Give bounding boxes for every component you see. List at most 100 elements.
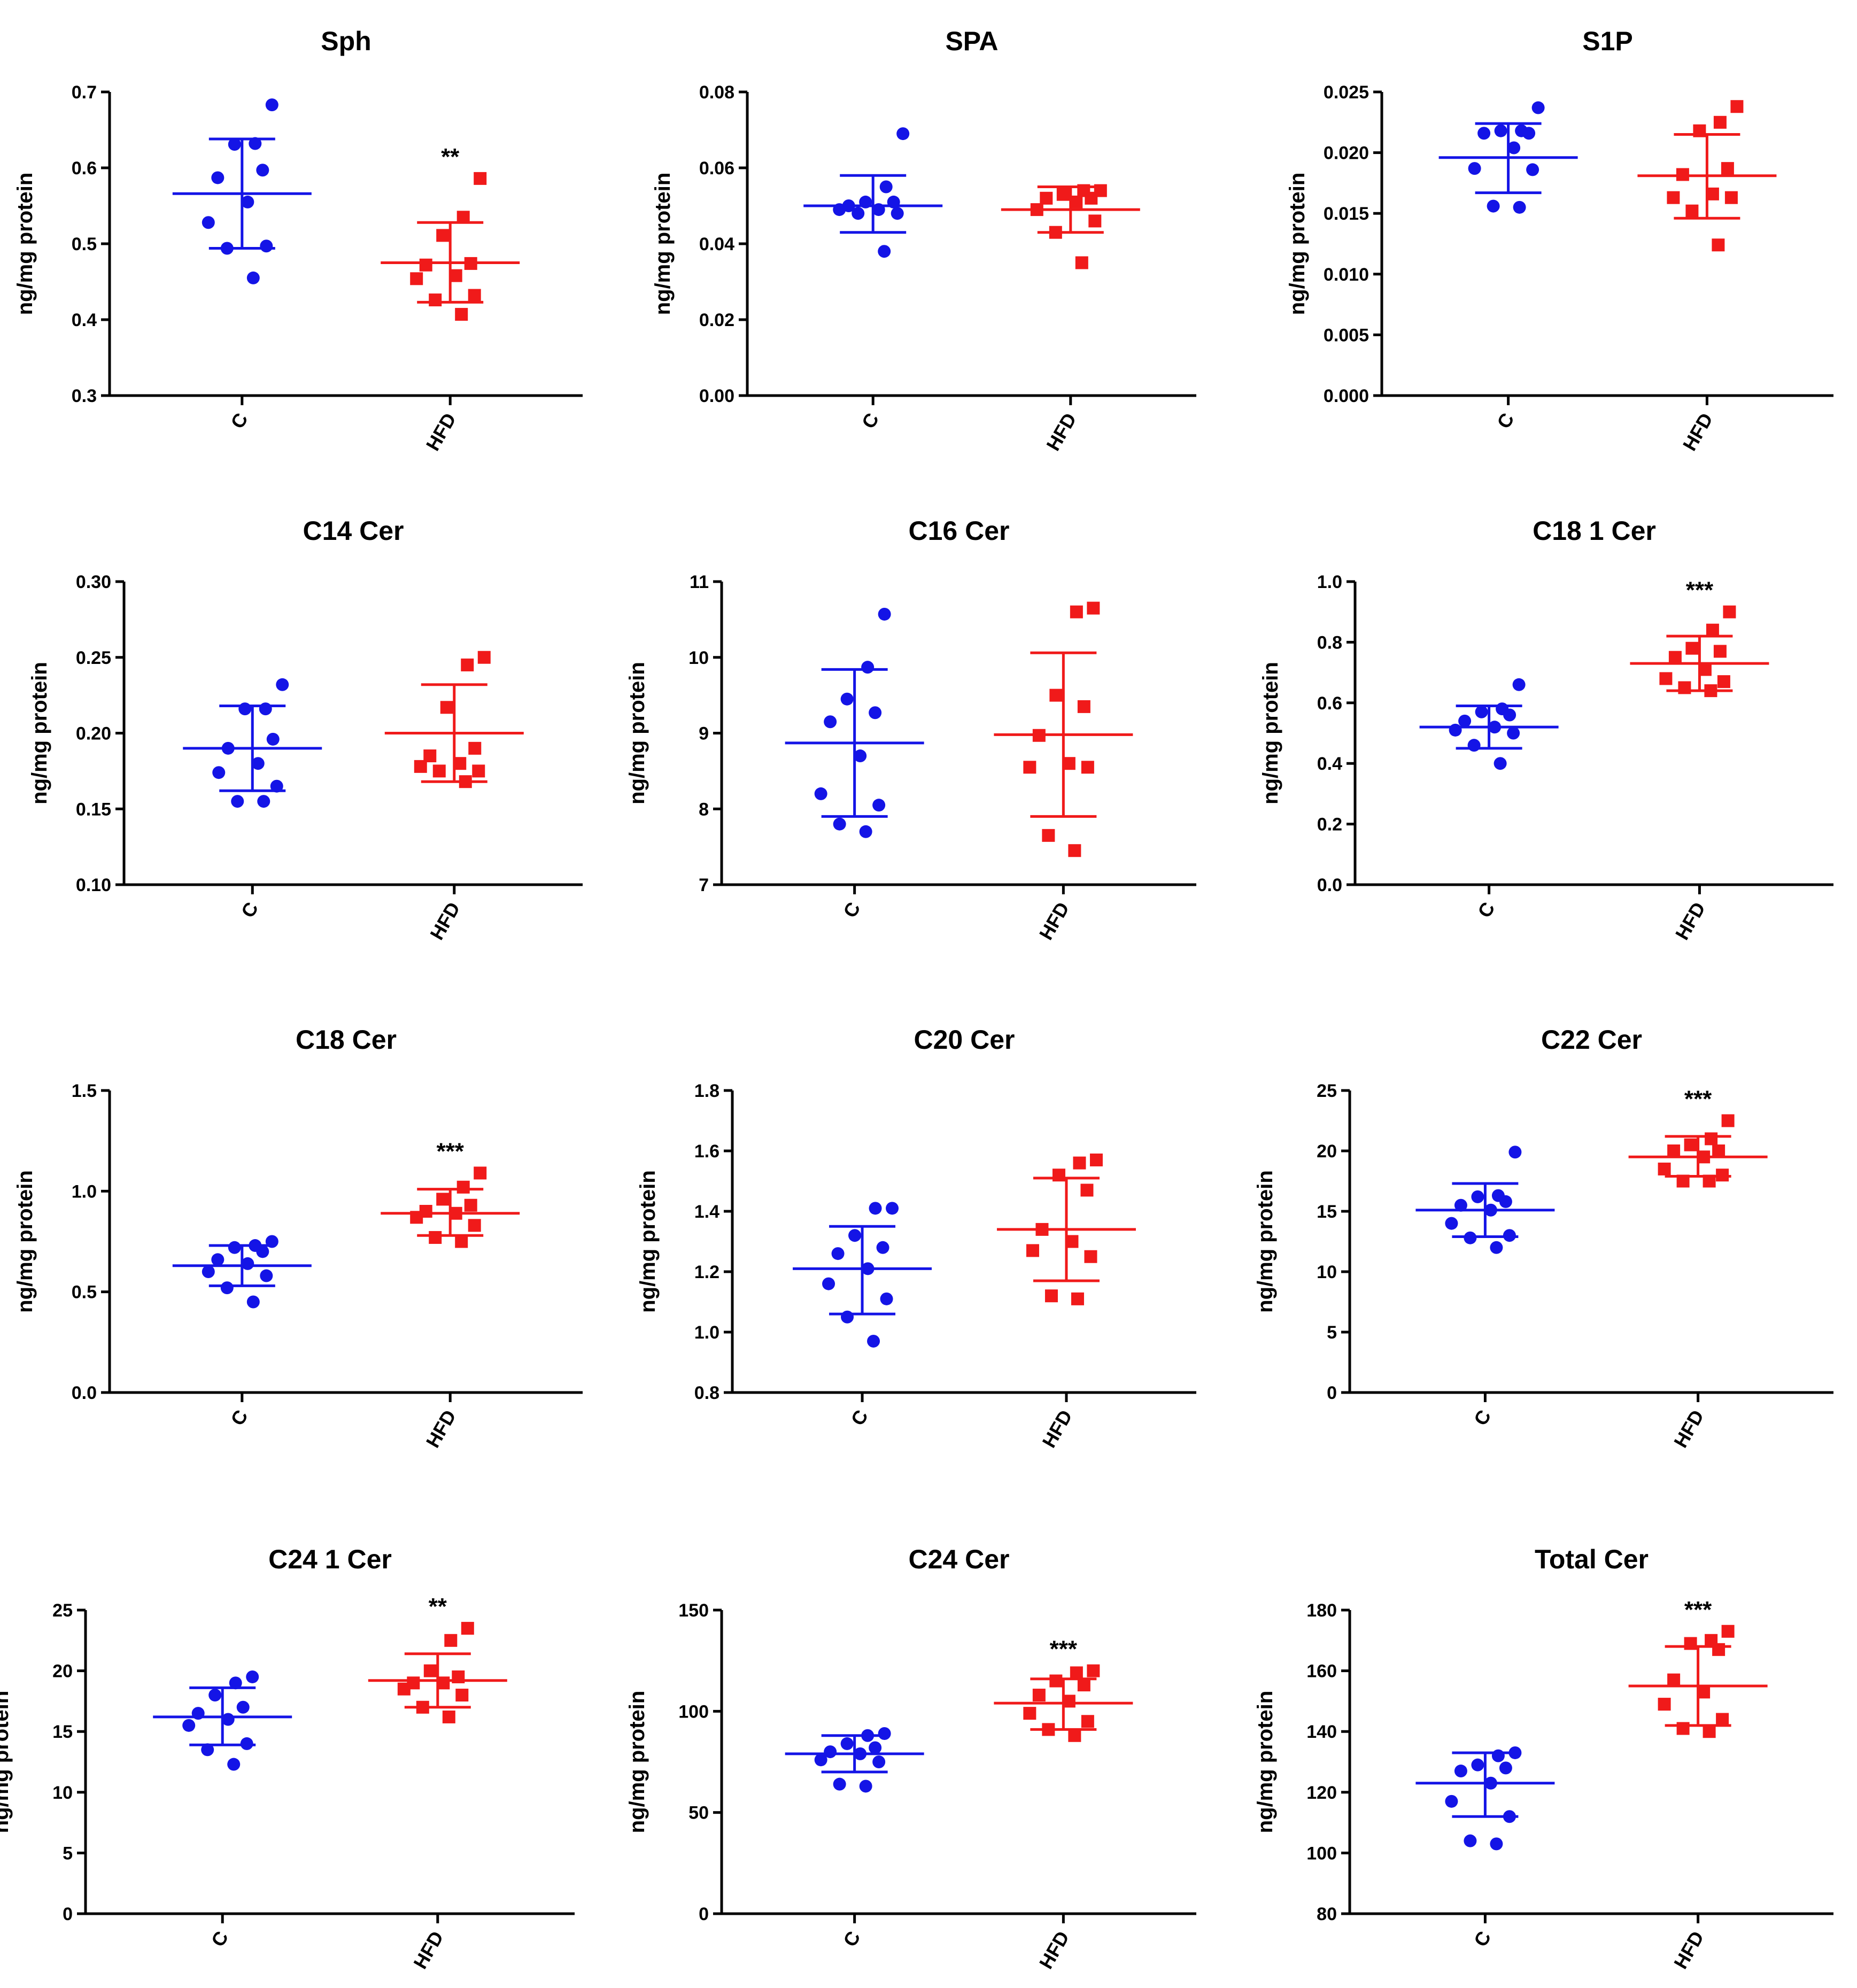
data-point [1503, 1810, 1516, 1823]
data-point [1081, 761, 1094, 774]
data-point [1705, 1132, 1718, 1146]
x-tick-label: HFD [422, 409, 461, 455]
y-tick-label: 0.6 [1317, 693, 1342, 714]
data-point [1088, 214, 1102, 228]
series-hfd [1628, 1625, 1768, 1738]
series-hfd [1628, 1114, 1768, 1188]
y-tick-label: 0.5 [72, 234, 97, 254]
data-point [822, 1277, 835, 1290]
x-tick-label: C [1469, 1928, 1496, 1951]
data-point [1023, 1707, 1036, 1720]
data-point [1062, 1695, 1075, 1708]
y-tick-label: 0.25 [76, 648, 111, 668]
data-point [1070, 1666, 1083, 1680]
y-axis-label: ng/mg protein [625, 662, 649, 805]
series-c [172, 98, 312, 284]
data-point [1044, 1289, 1058, 1303]
data-point [1087, 601, 1100, 615]
chart-title: S1P [1582, 26, 1633, 56]
series-c [1438, 101, 1578, 214]
x-tick-label: C [237, 899, 263, 922]
chart-title: Total Cer [1535, 1544, 1649, 1574]
data-point [1445, 1794, 1458, 1808]
series-hfd [1630, 605, 1769, 698]
data-point [869, 1202, 882, 1215]
y-axis-label: ng/mg protein [13, 1170, 37, 1313]
x-tick-label: HFD [1042, 409, 1081, 455]
data-point [246, 1295, 260, 1309]
series-c [785, 607, 924, 838]
data-point [477, 651, 491, 664]
data-point [1032, 1689, 1046, 1702]
y-tick-label: 140 [1306, 1722, 1337, 1742]
data-point [1712, 238, 1725, 252]
y-axis-label: ng/mg protein [636, 1170, 660, 1313]
data-point [468, 289, 481, 302]
data-point [1042, 829, 1055, 842]
x-tick-label: C [207, 1928, 233, 1951]
data-point [1464, 1231, 1477, 1244]
data-point [1475, 705, 1488, 718]
data-point [861, 661, 875, 674]
data-point [251, 757, 265, 770]
data-point [246, 271, 260, 284]
data-point [228, 1241, 241, 1254]
data-point [211, 171, 225, 184]
data-point [1075, 256, 1088, 269]
data-point [1089, 1153, 1103, 1166]
data-point [257, 795, 270, 808]
data-point [220, 1281, 234, 1295]
data-point [1531, 101, 1545, 114]
chart-title: C24 1 Cer [268, 1544, 392, 1574]
data-point [859, 825, 872, 838]
data-point [872, 799, 886, 812]
y-tick-label: 7 [699, 875, 709, 895]
data-point [1499, 1195, 1512, 1208]
data-point [440, 701, 453, 714]
y-tick-label: 1.4 [694, 1202, 719, 1222]
data-point [1713, 115, 1727, 129]
y-tick-label: 0.025 [1324, 82, 1369, 103]
data-point [1445, 1217, 1458, 1230]
data-point [1087, 1664, 1100, 1677]
y-tick-label: 20 [1317, 1141, 1337, 1162]
data-point [879, 180, 893, 194]
data-point [256, 164, 269, 177]
series-c [183, 678, 322, 808]
y-tick-label: 0.4 [72, 310, 97, 330]
y-tick-label: 1.8 [694, 1081, 719, 1101]
data-point [1522, 127, 1536, 140]
significance-label: *** [1684, 1086, 1712, 1112]
y-tick-label: 0.7 [72, 82, 97, 103]
y-tick-label: 0.5 [72, 1282, 97, 1303]
y-tick-label: 25 [1317, 1081, 1337, 1101]
series-c [172, 1235, 312, 1309]
data-point [202, 216, 215, 229]
y-tick-label: 0.8 [694, 1383, 719, 1403]
data-point [1077, 700, 1090, 713]
y-tick-label: 0.6 [72, 158, 97, 179]
data-point [1706, 623, 1719, 637]
data-point [464, 1198, 477, 1212]
data-point [429, 293, 442, 307]
data-point [423, 1664, 437, 1677]
y-tick-label: 5 [63, 1843, 73, 1863]
data-point [1676, 1174, 1690, 1188]
data-point [241, 195, 254, 208]
data-point [474, 172, 487, 185]
data-point [1499, 1761, 1512, 1775]
x-tick-label: HFD [1678, 409, 1717, 455]
series-hfd [381, 1166, 520, 1248]
x-tick-label: HFD [1038, 1406, 1077, 1452]
data-point [1081, 1715, 1094, 1728]
chart-title: C14 Cer [303, 516, 404, 546]
data-point [1077, 1678, 1090, 1692]
data-point [848, 1229, 862, 1242]
y-axis-label: ng/mg protein [651, 173, 675, 315]
data-point [1070, 195, 1083, 208]
x-tick-label: HFD [1035, 898, 1074, 943]
series-c [785, 1727, 924, 1793]
y-axis-label: ng/mg protein [625, 1691, 649, 1834]
data-point [1717, 675, 1730, 689]
data-point [1712, 1144, 1726, 1157]
